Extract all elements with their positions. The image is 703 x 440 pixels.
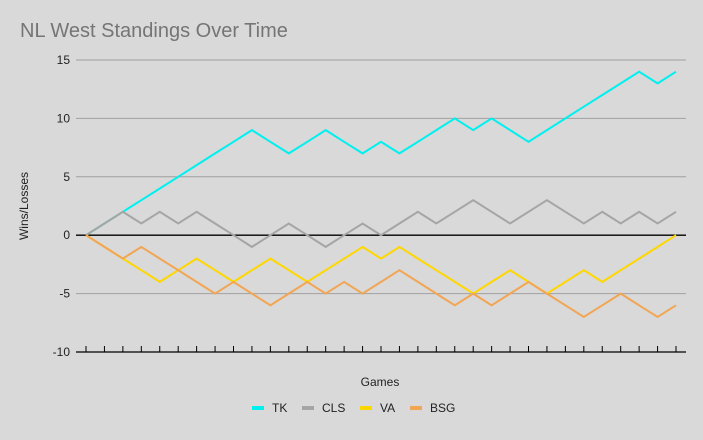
legend-item-va: VA bbox=[360, 401, 395, 415]
legend-label: BSG bbox=[430, 401, 455, 415]
series-lines bbox=[85, 70, 677, 319]
legend-item-bsg: BSG bbox=[410, 401, 455, 415]
legend-swatch bbox=[302, 406, 314, 410]
series-line-tk bbox=[85, 70, 677, 237]
legend: TK CLS VA BSG bbox=[252, 401, 455, 415]
legend-item-tk: TK bbox=[252, 401, 287, 415]
x-axis-label: Games bbox=[361, 375, 400, 389]
y-tick-label: -5 bbox=[59, 287, 70, 301]
series-line-cls bbox=[85, 199, 677, 249]
legend-swatch bbox=[360, 406, 372, 410]
legend-swatch bbox=[410, 406, 422, 410]
y-tick-label: 15 bbox=[57, 53, 71, 67]
x-axis-ticks bbox=[85, 346, 677, 352]
legend-item-cls: CLS bbox=[302, 401, 345, 415]
series-line-bsg bbox=[85, 234, 677, 319]
y-tick-label: 0 bbox=[63, 228, 70, 242]
y-tick-label: -10 bbox=[53, 345, 71, 359]
legend-label: CLS bbox=[322, 401, 345, 415]
y-tick-label: 10 bbox=[57, 111, 71, 125]
chart-title: NL West Standings Over Time bbox=[20, 20, 288, 42]
series-line-va bbox=[85, 234, 677, 295]
y-axis-label: Wins/Losses bbox=[17, 172, 31, 240]
legend-swatch bbox=[252, 406, 264, 410]
legend-label: TK bbox=[272, 401, 287, 415]
legend-label: VA bbox=[380, 401, 395, 415]
y-tick-labels: 15 10 5 0 -5 -10 bbox=[53, 53, 71, 359]
y-tick-label: 5 bbox=[63, 170, 70, 184]
